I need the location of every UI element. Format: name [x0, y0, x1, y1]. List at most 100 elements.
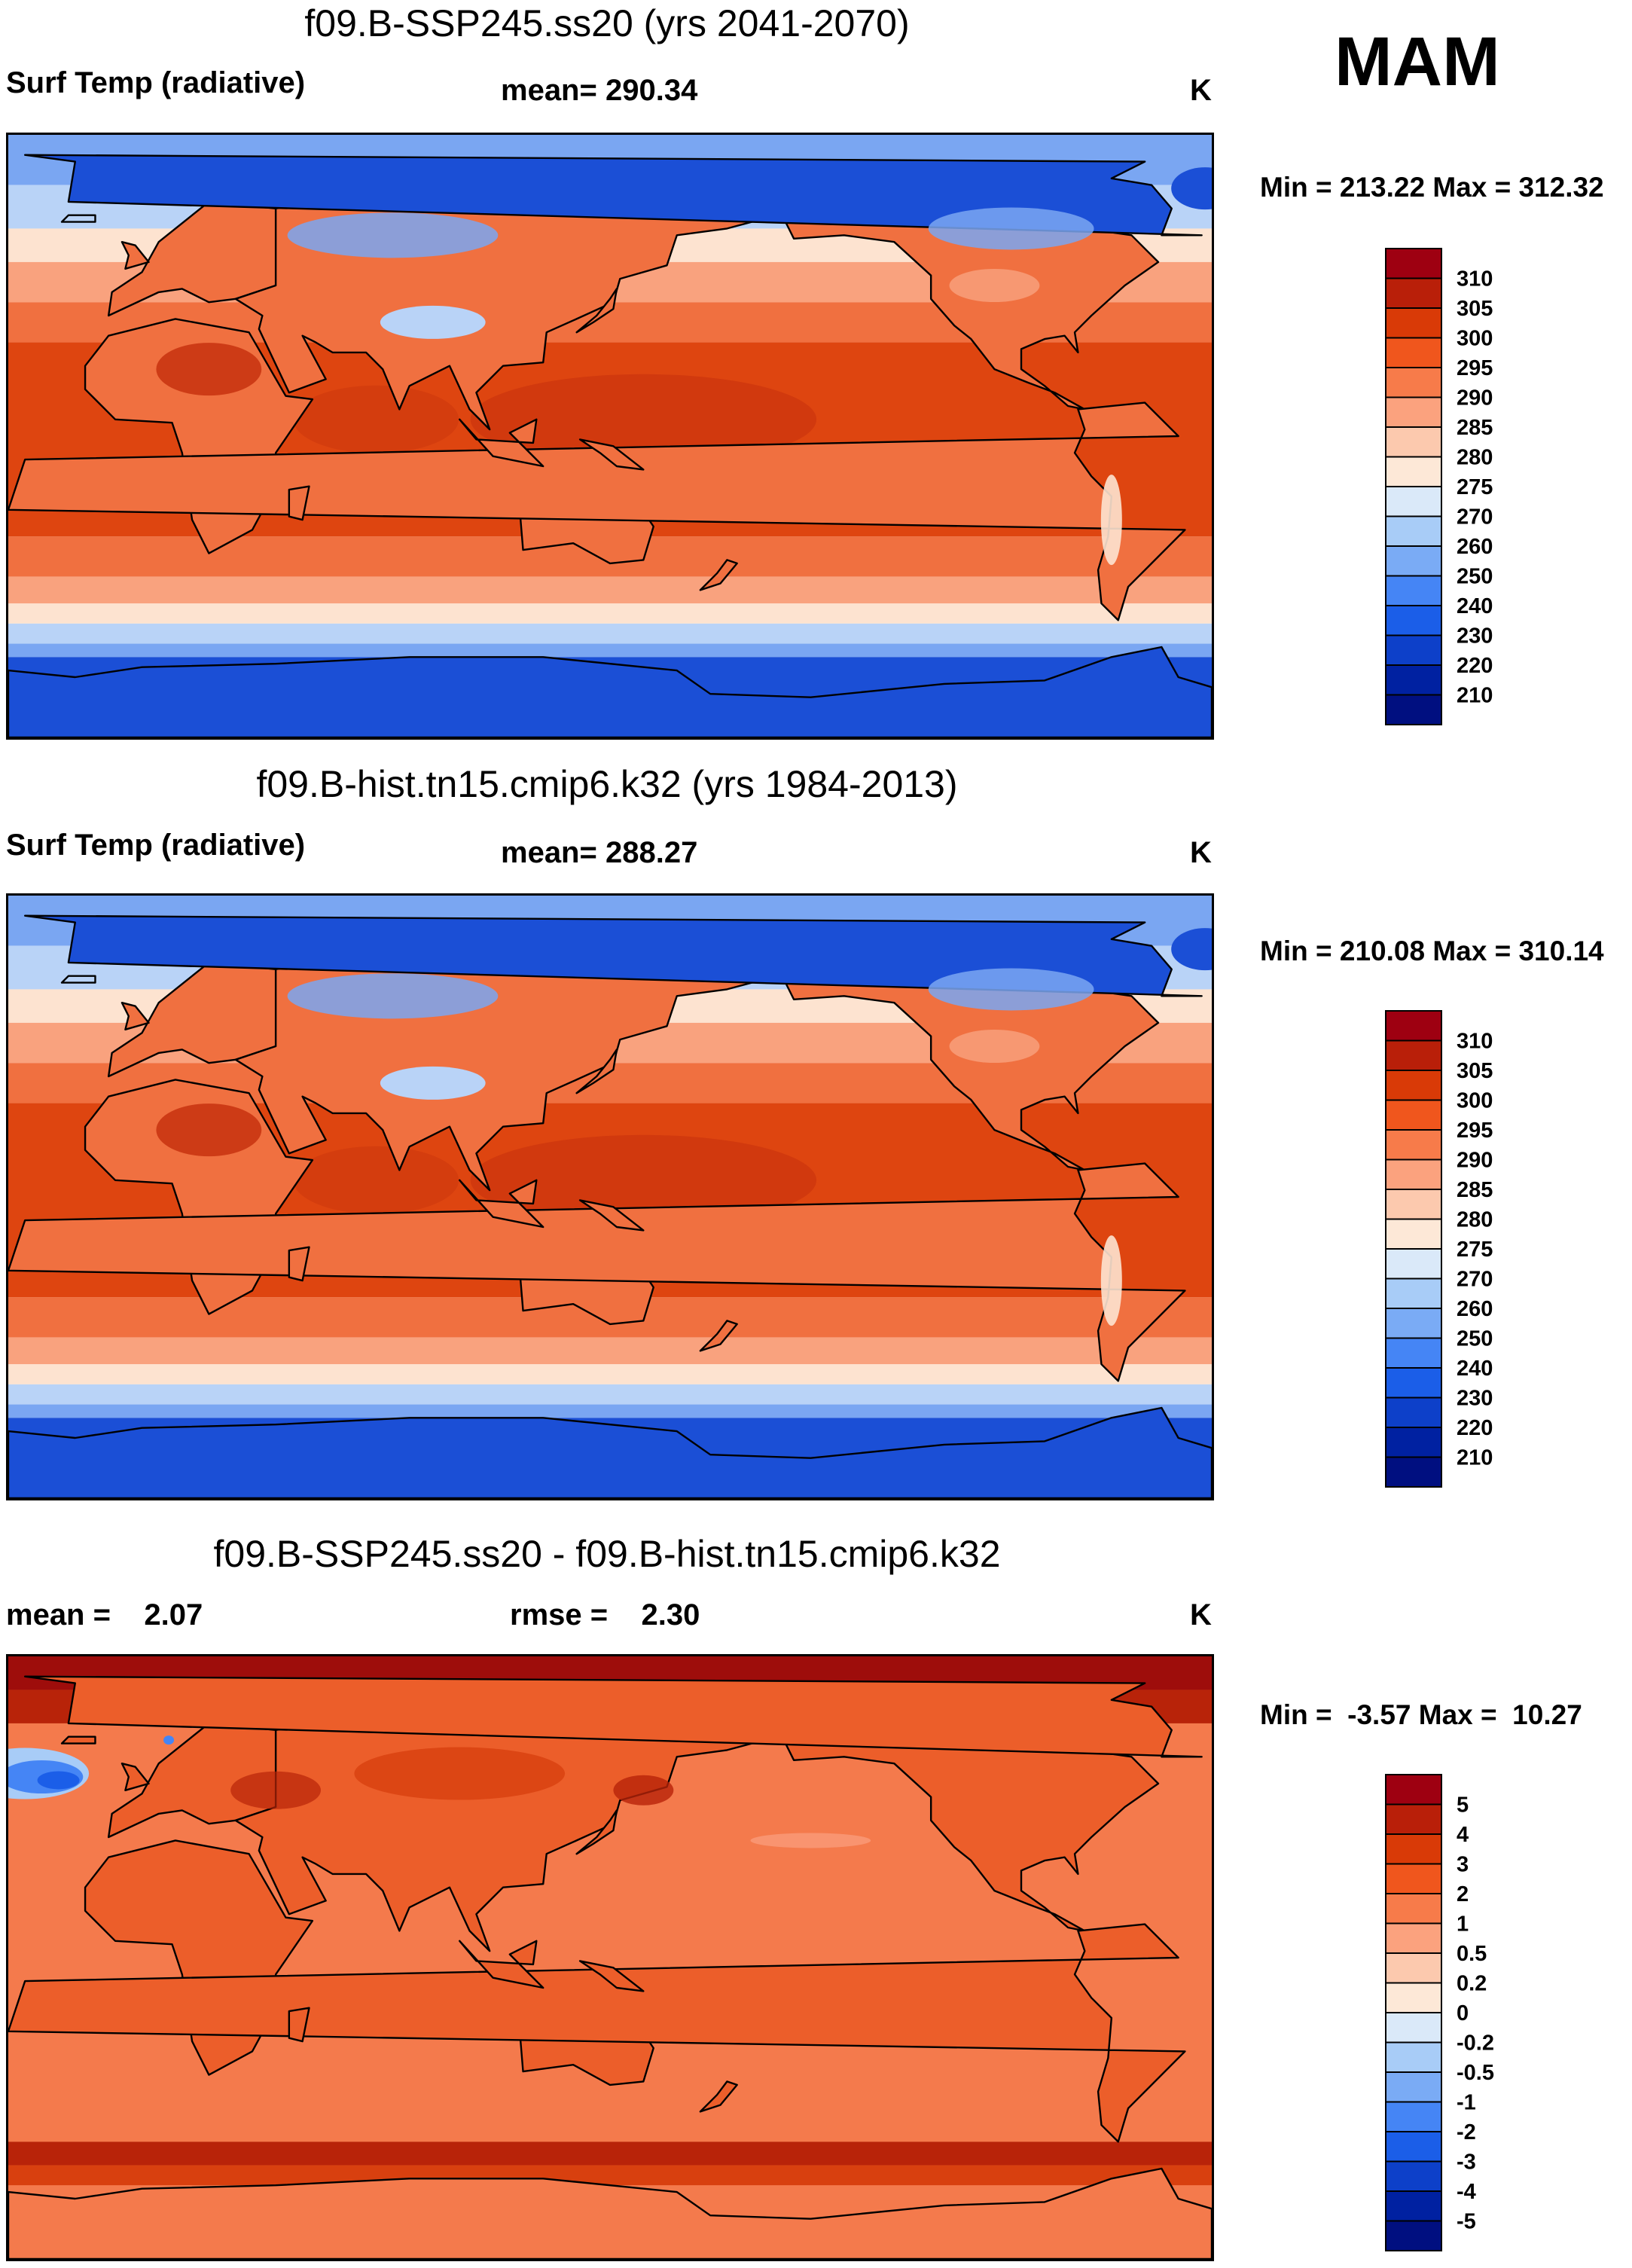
tibet-cold [380, 1066, 486, 1100]
colorbar-swatch [1385, 277, 1442, 309]
continent-iceland [60, 214, 96, 223]
continent-s-america [8, 1162, 1186, 1382]
colorbar-label: 250 [1457, 565, 1493, 589]
band-s-mid [8, 576, 1212, 604]
panel-3-units-label: K [1190, 1598, 1212, 1632]
panel-3-minmax: Min = -3.57 Max = 10.27 [1260, 1699, 1582, 1730]
colorbar-label: 220 [1457, 654, 1493, 678]
colorbar-swatch [1385, 1189, 1442, 1220]
continent-iceland [60, 1735, 96, 1744]
n-america-mid [949, 269, 1040, 302]
panel-2-title: f09.B-hist.tn15.cmip6.k32 (yrs 1984-2013… [256, 763, 958, 805]
colorbar-swatch [1385, 1833, 1442, 1865]
colorbar-label: 295 [1457, 1119, 1493, 1143]
diff-norway-cold [163, 1735, 175, 1745]
colorbar-label: 295 [1457, 356, 1493, 380]
colorbar-label: 310 [1457, 1030, 1493, 1054]
colorbar-label: 230 [1457, 1387, 1493, 1411]
colorbar-label: 300 [1457, 327, 1493, 351]
colorbar-label: 1 [1457, 1912, 1469, 1937]
colorbar-label: 0.2 [1457, 1972, 1487, 1996]
andes [1100, 475, 1122, 566]
colorbar-label: 290 [1457, 1149, 1493, 1173]
continent-iceland [60, 975, 96, 984]
panel-2-variable-label: Surf Temp (radiative) [6, 829, 306, 862]
colorbar-label: 290 [1457, 386, 1493, 411]
continent-madagascar [288, 2007, 310, 2043]
continent-uk [120, 1002, 150, 1030]
colorbar-swatch [1385, 1129, 1442, 1161]
colorbar-label: 210 [1457, 1446, 1493, 1470]
colorbar-label: 250 [1457, 1327, 1493, 1351]
colorbar-swatch [1385, 1427, 1442, 1458]
colorbar-swatch [1385, 2220, 1442, 2251]
continent-nz [699, 2080, 738, 2113]
colorbar-label: 275 [1457, 1238, 1493, 1262]
continent-new-guinea [578, 1960, 645, 1992]
colorbar-swatch [1385, 664, 1442, 696]
colorbar-swatch [1385, 1099, 1442, 1131]
n-america-mid [949, 1030, 1040, 1063]
continent-indonesia [459, 1940, 545, 1989]
colorbar-swatch [1385, 1774, 1442, 1806]
colorbar-swatch [1385, 2190, 1442, 2222]
panel-2-colorbar: 310 305 300 295 290 285 280 275 270 260 250 240 230 2… [1384, 1009, 1535, 1494]
colorbar-label: 0.5 [1457, 1942, 1487, 1966]
colorbar-swatch [1385, 515, 1442, 547]
colorbar-label: 0 [1457, 2001, 1469, 2025]
colorbar-label: -0.2 [1457, 2031, 1494, 2056]
colorbar-label: 240 [1457, 1357, 1493, 1381]
panel-1-colorbar: 310 305 300 295 290 285 280 275 270 260 250 240 230 2… [1384, 247, 1535, 731]
continent-indonesia [459, 418, 545, 468]
continent-uk [120, 241, 150, 270]
colorbar-swatch [1385, 486, 1442, 517]
siberia-cold [287, 212, 499, 258]
colorbar-label: -0.5 [1457, 2061, 1494, 2085]
panel-3-rmse-label: rmse = 2.30 [510, 1598, 700, 1632]
colorbar-label: 305 [1457, 297, 1493, 321]
band-s-cool [8, 1364, 1212, 1384]
colorbar-swatch [1385, 575, 1442, 606]
colorbar-swatch [1385, 1922, 1442, 1954]
colorbar-swatch [1385, 1893, 1442, 1925]
diff-okhotsk-hot [613, 1775, 674, 1806]
panel-1-units-label: K [1190, 74, 1212, 107]
colorbar-swatch [1385, 634, 1442, 666]
continent-new-guinea [578, 1199, 645, 1232]
colorbar-swatch [1385, 456, 1442, 487]
colorbar-label: 260 [1457, 535, 1493, 559]
panel-1-minmax: Min = 213.22 Max = 312.32 [1260, 172, 1604, 203]
diff-n-pacific-cool [750, 1833, 871, 1848]
colorbar-label: 5 [1457, 1793, 1469, 1818]
colorbar-swatch [1385, 1070, 1442, 1101]
colorbar-label: 275 [1457, 475, 1493, 499]
greenland-ice [1171, 928, 1212, 971]
colorbar-label: 230 [1457, 624, 1493, 649]
colorbar-svg: 310 305 300 295 290 285 280 275 270 260 250 240 230 2… [1385, 1010, 1493, 1488]
colorbar-swatch [1385, 2160, 1442, 2192]
continent-indonesia [459, 1179, 545, 1229]
colorbar-swatch [1385, 1982, 1442, 2013]
panel-2-map [6, 893, 1214, 1500]
colorbar-swatch [1385, 1367, 1442, 1399]
map-svg [8, 896, 1212, 1498]
continent-antarctica [8, 646, 1212, 737]
colorbar-label: 2 [1457, 1882, 1469, 1906]
panel-1-title: f09.B-SSP245.ss20 (yrs 2041-2070) [304, 2, 910, 44]
colorbar-label: 270 [1457, 505, 1493, 530]
colorbar-label: 300 [1457, 1089, 1493, 1113]
continent-madagascar [288, 1246, 310, 1282]
season-label: MAM [1335, 23, 1500, 100]
panel-3-title: f09.B-SSP245.ss20 - f09.B-hist.tn15.cmip… [213, 1533, 1001, 1575]
panel-1-map [6, 133, 1214, 740]
colorbar-label: -3 [1457, 2150, 1476, 2175]
colorbar-swatch [1385, 1308, 1442, 1339]
colorbar-swatch [1385, 426, 1442, 458]
warm-pool [470, 374, 817, 465]
panel-2-mean-label: mean= 288.27 [501, 836, 698, 869]
colorbar-label: 280 [1457, 446, 1493, 470]
colorbar-label: -5 [1457, 2210, 1476, 2234]
map-svg [8, 135, 1212, 737]
colorbar-swatch [1385, 545, 1442, 577]
band-s-mid [8, 1337, 1212, 1365]
